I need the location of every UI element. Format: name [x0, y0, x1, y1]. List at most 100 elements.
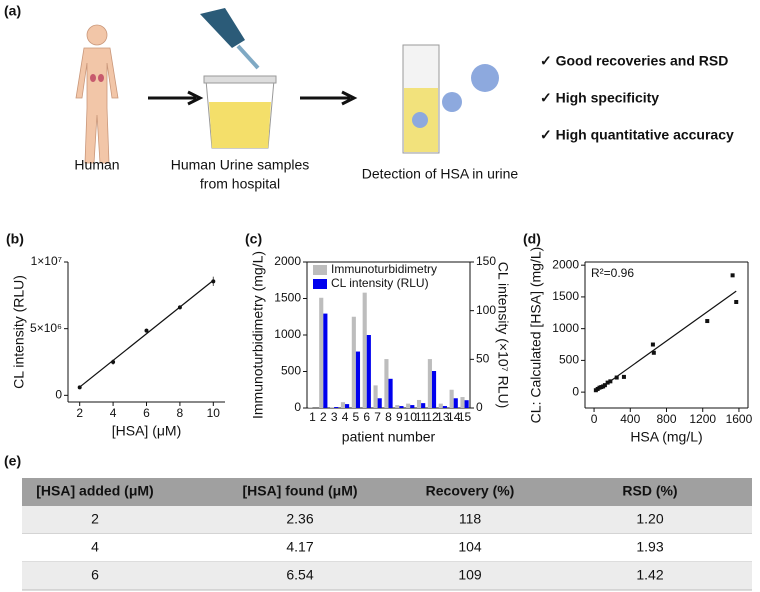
x-tick-label: 1600: [726, 412, 753, 426]
bar: [442, 406, 447, 408]
x-tick-label: 15: [458, 410, 472, 424]
y2-axis-label: CL intensity (×10⁷ RLU): [495, 262, 511, 409]
bar: [384, 359, 389, 408]
x-tick-label: 3: [331, 410, 338, 424]
y-tick-label: 5×10⁶: [30, 321, 62, 335]
x-tick-label: 8: [385, 410, 392, 424]
bar: [427, 359, 432, 408]
human-figure: [75, 24, 119, 164]
x-tick-label: 800: [656, 412, 676, 426]
x-tick-label: 10: [207, 406, 221, 420]
bar: [388, 378, 393, 408]
x-tick-label: 6: [143, 406, 150, 420]
bar: [366, 335, 371, 408]
y-tick-label: 1000: [552, 321, 579, 335]
point: [621, 374, 626, 379]
table-cell: 1.93: [636, 539, 663, 555]
bar: [438, 403, 443, 408]
table-cell: 118: [459, 511, 482, 527]
table-cell: 4.17: [286, 539, 313, 555]
highlight: ✓ Good recoveries and RSD: [540, 53, 728, 69]
bar: [345, 404, 350, 408]
arrow: [148, 90, 204, 106]
point: [605, 380, 610, 385]
bar: [460, 397, 465, 408]
y-axis-label: CL: Calculated [HSA] (mg/L): [528, 247, 544, 424]
bar: [406, 403, 411, 408]
y-tick-label: 2000: [552, 257, 579, 271]
y-tick-label: 500: [559, 353, 579, 367]
table-row-bg: [22, 562, 752, 590]
urine-cup: [203, 75, 277, 149]
bar: [416, 399, 422, 408]
y2-tick-label: 0: [476, 400, 483, 414]
x-tick-label: 6: [363, 410, 370, 424]
panel-label: (c): [245, 231, 262, 247]
point: [608, 379, 613, 384]
x-tick-label: 11: [415, 410, 428, 424]
bar: [410, 405, 415, 408]
x-tick-label: 13: [436, 410, 450, 424]
x-tick-label: 0: [591, 412, 598, 426]
highlight: ✓ High quantitative accuracy: [540, 127, 734, 143]
bar: [395, 405, 400, 408]
table-header: Recovery (%): [426, 483, 515, 499]
legend-swatch: [313, 265, 327, 275]
bar: [330, 407, 335, 408]
bar: [449, 389, 454, 408]
y2-tick-label: 100: [476, 303, 496, 317]
point: [144, 328, 149, 333]
x-tick-label: 9: [396, 410, 403, 424]
bar: [453, 398, 458, 408]
table-header: [HSA] found (μM): [242, 483, 357, 499]
bar: [399, 406, 404, 408]
table-cell: 1.20: [636, 511, 663, 527]
x-tick-label: 2: [320, 410, 327, 424]
point: [614, 375, 619, 380]
bar: [308, 407, 313, 408]
bar: [351, 316, 356, 408]
legend-swatch: [313, 279, 327, 289]
table-header: RSD (%): [622, 483, 677, 499]
y2-tick-label: 150: [476, 254, 496, 268]
x-tick-label: 1: [309, 410, 316, 424]
table-header-bg: [22, 478, 752, 506]
point: [650, 342, 655, 347]
y-axis-label: CL intensity (RLU): [11, 275, 27, 389]
table-cell: 4: [91, 539, 99, 555]
point: [177, 305, 182, 310]
table-cell: 109: [458, 567, 482, 583]
x-tick-label: 7: [374, 410, 381, 424]
step-caption: from hospital: [200, 176, 280, 192]
fit-line: [79, 279, 214, 388]
y-axis-label: Immunoturbidimetry (mg/L): [250, 251, 266, 419]
point: [211, 279, 216, 284]
x-tick-label: 1200: [689, 412, 716, 426]
table-cell: 104: [458, 539, 482, 555]
bar: [340, 402, 346, 408]
bar: [323, 313, 328, 408]
y2-tick-label: 50: [476, 352, 490, 366]
annotation: R²=0.96: [591, 266, 634, 280]
panel-label: (d): [523, 231, 541, 247]
table-row-bg: [22, 506, 752, 534]
x-tick-label: 400: [620, 412, 640, 426]
y-tick-label: 1500: [552, 289, 579, 303]
y-tick-label: 1×10⁷: [31, 254, 62, 268]
x-tick-label: 5: [353, 410, 360, 424]
panel-label: (e): [4, 453, 21, 469]
y-tick-label: 1000: [274, 327, 301, 341]
table-cell: 2.36: [286, 511, 313, 527]
table-cell: 2: [91, 511, 99, 527]
fit-line: [595, 290, 737, 393]
y-tick-label: 500: [281, 364, 301, 378]
bar: [319, 297, 324, 408]
x-tick-label: 10: [404, 410, 418, 424]
point: [111, 360, 116, 364]
cuvette: [402, 44, 499, 154]
table-row-bg: [22, 534, 752, 562]
x-tick-label: 12: [425, 410, 439, 424]
point: [651, 350, 656, 355]
arrow: [300, 90, 358, 106]
table-header: [HSA] added (μM): [36, 483, 153, 499]
